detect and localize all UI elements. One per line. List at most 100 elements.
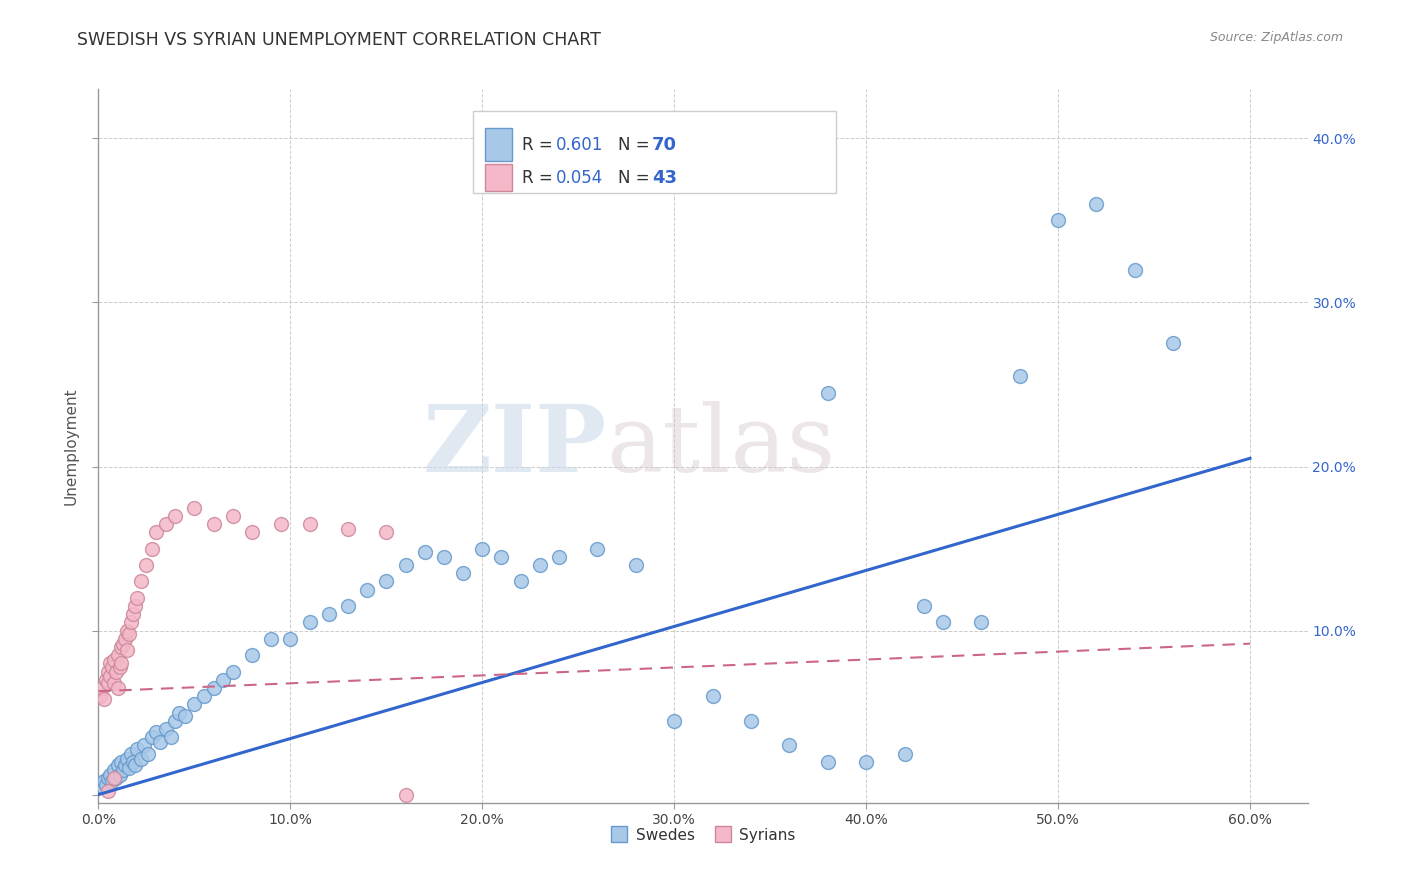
Point bbox=[101, 659, 124, 673]
Point bbox=[89, 689, 111, 703]
Point bbox=[91, 681, 114, 695]
Point bbox=[107, 758, 129, 772]
Point bbox=[118, 627, 141, 641]
Text: 43: 43 bbox=[652, 169, 678, 186]
Point bbox=[433, 549, 456, 564]
Point bbox=[104, 771, 127, 785]
Point bbox=[548, 549, 571, 564]
Point bbox=[624, 558, 647, 572]
Point bbox=[394, 788, 416, 802]
Point bbox=[222, 508, 245, 523]
Point bbox=[107, 681, 129, 695]
Point bbox=[155, 516, 177, 531]
Point bbox=[817, 755, 839, 769]
Text: 0.601: 0.601 bbox=[555, 136, 603, 153]
Point bbox=[98, 657, 121, 671]
Point bbox=[141, 541, 163, 556]
Point bbox=[115, 624, 138, 638]
Point bbox=[97, 784, 120, 798]
Point bbox=[167, 706, 190, 720]
Point bbox=[260, 632, 283, 646]
Point bbox=[112, 763, 135, 777]
Point bbox=[1123, 262, 1146, 277]
Point bbox=[212, 673, 235, 687]
Point bbox=[98, 669, 121, 683]
Point bbox=[165, 508, 187, 523]
Point bbox=[173, 709, 195, 723]
Point bbox=[1161, 336, 1184, 351]
Point bbox=[318, 607, 340, 622]
Point bbox=[94, 673, 117, 687]
Point bbox=[240, 648, 263, 662]
Point bbox=[124, 599, 146, 613]
Point bbox=[129, 574, 152, 589]
Text: Source: ZipAtlas.com: Source: ZipAtlas.com bbox=[1209, 31, 1343, 45]
FancyBboxPatch shape bbox=[485, 128, 512, 161]
Point bbox=[103, 771, 125, 785]
Point bbox=[122, 755, 145, 769]
Point bbox=[110, 755, 132, 769]
Text: N =: N = bbox=[619, 136, 655, 153]
Point bbox=[115, 643, 138, 657]
Point bbox=[129, 751, 152, 765]
Legend: Swedes, Syrians: Swedes, Syrians bbox=[605, 822, 801, 848]
Point bbox=[471, 541, 494, 556]
Point bbox=[336, 599, 359, 613]
Text: 70: 70 bbox=[652, 136, 678, 153]
Point bbox=[120, 615, 142, 630]
Point bbox=[413, 545, 436, 559]
Point bbox=[120, 747, 142, 761]
Point bbox=[93, 774, 115, 789]
Point bbox=[114, 632, 136, 646]
Point bbox=[394, 558, 416, 572]
Point bbox=[135, 558, 157, 572]
Point bbox=[97, 665, 120, 679]
Point bbox=[817, 385, 839, 400]
Point bbox=[375, 574, 398, 589]
Point bbox=[183, 500, 205, 515]
Point bbox=[529, 558, 551, 572]
Point bbox=[94, 778, 117, 792]
Point bbox=[509, 574, 531, 589]
Point bbox=[451, 566, 474, 581]
Text: atlas: atlas bbox=[606, 401, 835, 491]
Point bbox=[740, 714, 762, 728]
Text: 0.054: 0.054 bbox=[555, 169, 603, 186]
Point bbox=[124, 758, 146, 772]
Y-axis label: Unemployment: Unemployment bbox=[65, 387, 79, 505]
Point bbox=[91, 780, 114, 794]
Point bbox=[101, 774, 124, 789]
Point bbox=[141, 730, 163, 744]
Point bbox=[183, 698, 205, 712]
Point bbox=[145, 525, 167, 540]
Point bbox=[893, 747, 915, 761]
Text: R =: R = bbox=[522, 169, 558, 186]
Point bbox=[98, 768, 121, 782]
Point bbox=[93, 692, 115, 706]
Point bbox=[125, 591, 148, 605]
Point bbox=[103, 763, 125, 777]
Text: SWEDISH VS SYRIAN UNEMPLOYMENT CORRELATION CHART: SWEDISH VS SYRIAN UNEMPLOYMENT CORRELATI… bbox=[77, 31, 602, 49]
Point bbox=[165, 714, 187, 728]
Point bbox=[240, 525, 263, 540]
Point bbox=[778, 739, 800, 753]
Point bbox=[110, 657, 132, 671]
FancyBboxPatch shape bbox=[474, 111, 837, 193]
Point bbox=[298, 615, 321, 630]
Point bbox=[114, 758, 136, 772]
Point bbox=[222, 665, 245, 679]
Point bbox=[202, 681, 225, 695]
Point bbox=[970, 615, 993, 630]
Point bbox=[1085, 197, 1108, 211]
Point bbox=[107, 648, 129, 662]
Point bbox=[491, 549, 513, 564]
Point bbox=[356, 582, 378, 597]
FancyBboxPatch shape bbox=[485, 164, 512, 191]
Point bbox=[125, 741, 148, 756]
Point bbox=[118, 761, 141, 775]
Point bbox=[108, 768, 131, 782]
Point bbox=[1008, 369, 1031, 384]
Point bbox=[298, 516, 321, 531]
Point bbox=[97, 676, 120, 690]
Point bbox=[122, 607, 145, 622]
